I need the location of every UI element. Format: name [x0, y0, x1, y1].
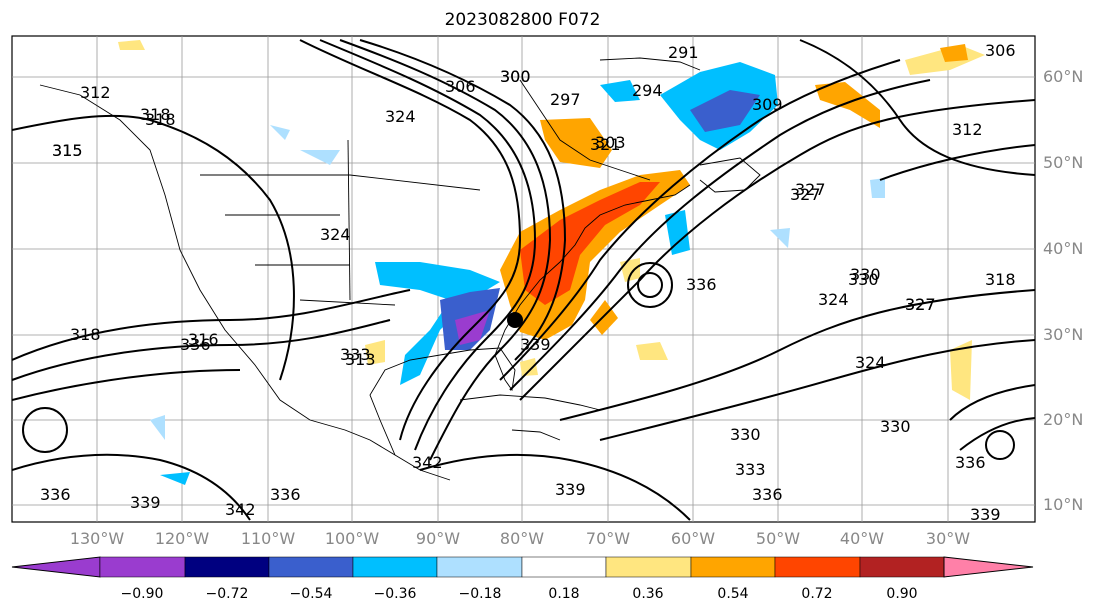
contour-label: 315 — [52, 141, 83, 160]
colorbar-tick: 0.18 — [548, 586, 580, 602]
lon-label-50w: 50°W — [755, 529, 801, 548]
colorbar-tick: 0.54 — [717, 586, 749, 602]
contour-label: 321 — [590, 135, 621, 154]
contour-label: 339 — [520, 335, 551, 354]
contour-label: 327 — [795, 180, 826, 199]
contour-label: 300 — [500, 67, 531, 86]
contour-label: 324 — [320, 225, 351, 244]
contour-label: 324 — [818, 290, 849, 309]
contour-label: 312 — [80, 83, 111, 102]
lon-label-30w: 30°W — [925, 529, 971, 548]
contour-label: 300 — [500, 67, 531, 86]
contour-label: 318 — [70, 325, 101, 344]
storm-center-marker — [507, 312, 523, 328]
lon-label-40w: 40°W — [839, 529, 885, 548]
colorbar — [11, 556, 1034, 578]
colorbar-tick: −0.36 — [373, 586, 417, 602]
lon-label-120w: 120°W — [154, 529, 210, 548]
contour-label: 294 — [632, 81, 663, 100]
contour-label: 303 — [595, 133, 626, 152]
contour-label: 306 — [445, 77, 476, 96]
colorbar-tick: 0.72 — [801, 586, 833, 602]
contour-label: 339 — [555, 480, 586, 499]
lon-label-90w: 90°W — [415, 529, 461, 548]
contour-label: 339 — [130, 493, 161, 512]
colorbar-tick: −0.90 — [120, 586, 164, 602]
colorbar-extend-low — [11, 556, 101, 578]
contour-label: 318 — [985, 270, 1016, 289]
coastlines — [39, 57, 761, 481]
contour-label: 336 — [270, 485, 301, 504]
contour-label: 312 — [952, 120, 983, 139]
lon-label-110w: 110°W — [240, 529, 296, 548]
contour-label: 330 — [850, 265, 881, 284]
map-title: 2023082800 F072 — [444, 10, 601, 30]
contour-label: 324 — [385, 107, 416, 126]
contour-label: 291 — [668, 43, 699, 62]
colorbar-tick: −0.18 — [458, 586, 502, 602]
lon-label-70w: 70°W — [585, 529, 631, 548]
negative-shading — [150, 62, 885, 485]
contour-label: 327 — [905, 295, 936, 314]
contour-label: 316 — [188, 330, 219, 349]
contour-label: 330 — [848, 270, 879, 289]
contour-label: 297 — [550, 90, 581, 109]
contour-label: 309 — [752, 95, 783, 114]
lat-label-30n: 30°N — [1043, 325, 1084, 344]
contour-label: 306 — [985, 41, 1016, 60]
contour-label: 313 — [345, 350, 376, 369]
contour-label: 327 — [905, 295, 936, 314]
lat-label-10n: 10°N — [1043, 495, 1084, 514]
contour-label: 324 — [855, 353, 886, 372]
colorbar-tick: −0.72 — [205, 586, 249, 602]
contour-label: 327 — [790, 185, 821, 204]
lat-label-40n: 40°N — [1043, 239, 1084, 258]
lat-label-60n: 60°N — [1043, 67, 1084, 86]
lon-label-60w: 60°W — [670, 529, 716, 548]
contour-label: 330 — [880, 417, 911, 436]
contour-label: 336 — [955, 453, 986, 472]
contour-label: 315 — [52, 141, 83, 160]
lon-label-100w: 100°W — [324, 529, 380, 548]
lat-label-20n: 20°N — [1043, 410, 1084, 429]
contour-label: 339 — [970, 505, 1001, 524]
contour-label: 342 — [225, 500, 256, 519]
lat-label-50n: 50°N — [1043, 153, 1084, 172]
contour-label: 333 — [340, 345, 371, 364]
colorbar-tick: 0.36 — [632, 586, 664, 602]
contour-label: 330 — [730, 425, 761, 444]
contour-label: 318 — [140, 105, 171, 124]
lon-label-130w: 130°W — [69, 529, 125, 548]
contour-label-group: 291 294 297 300 306 309 312 315 318 321 … — [40, 41, 1016, 524]
contour-label: 336 — [40, 485, 71, 504]
contour-label: 333 — [735, 460, 766, 479]
contour-lines — [12, 39, 1035, 521]
colorbar-extend-high — [943, 556, 1034, 578]
contour-label: 336 — [180, 335, 211, 354]
colorbar-tick: −0.54 — [289, 586, 333, 602]
contour-label: 318 — [145, 110, 176, 129]
contour-label: 336 — [686, 275, 717, 294]
lon-label-80w: 80°W — [499, 529, 545, 548]
contour-label: 342 — [412, 453, 443, 472]
colorbar-tick: 0.90 — [886, 586, 918, 602]
contour-label: 336 — [752, 485, 783, 504]
